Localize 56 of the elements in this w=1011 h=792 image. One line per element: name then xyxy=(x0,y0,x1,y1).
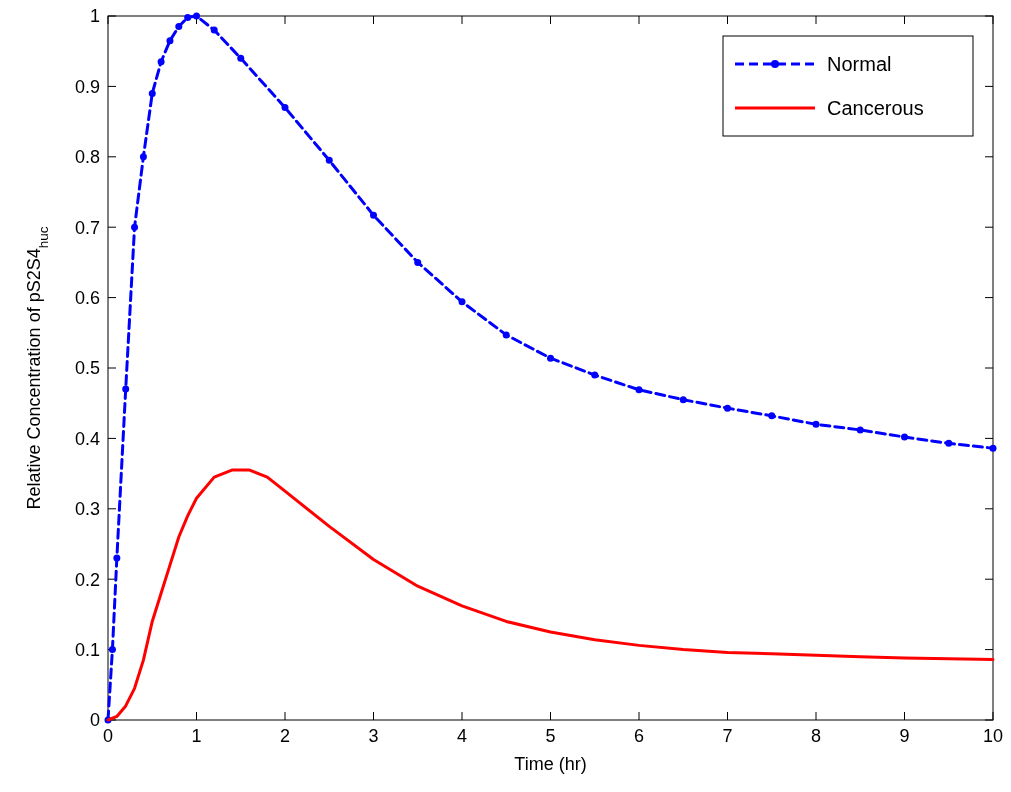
y-tick-label: 0.3 xyxy=(74,499,100,520)
point xyxy=(989,444,997,452)
point xyxy=(856,426,864,434)
x-tick-label: 5 xyxy=(545,726,556,746)
point xyxy=(237,54,245,62)
line-series xyxy=(106,468,995,722)
x-axis-title: Time (hr) xyxy=(514,754,587,774)
point xyxy=(184,13,192,21)
point xyxy=(768,412,776,420)
point xyxy=(414,258,422,266)
point xyxy=(210,26,218,34)
y-tick-label: 0.4 xyxy=(74,428,100,449)
y-tick-label: 1 xyxy=(89,6,100,27)
point xyxy=(157,58,165,66)
point xyxy=(901,433,908,441)
point xyxy=(635,386,643,394)
point xyxy=(175,23,183,31)
line-series xyxy=(104,12,997,724)
x-tick-label: 2 xyxy=(279,726,291,746)
point xyxy=(945,439,953,447)
x-tick-label: 0 xyxy=(102,726,114,746)
x-tick-label: 7 xyxy=(722,726,733,746)
y-tick-label: 0 xyxy=(89,710,100,731)
point xyxy=(122,385,130,393)
x-tick-label: 4 xyxy=(456,726,468,746)
point xyxy=(547,354,554,362)
point xyxy=(591,371,599,379)
point xyxy=(113,554,121,562)
point xyxy=(281,104,289,112)
x-tick-label: 1 xyxy=(191,726,202,746)
x-tick-label: 3 xyxy=(368,726,379,746)
point xyxy=(166,37,174,45)
x-tick-label: 10 xyxy=(982,726,1004,746)
y-tick-label: 0.7 xyxy=(74,217,100,238)
point xyxy=(148,89,156,97)
x-tick-label: 6 xyxy=(633,726,645,746)
point xyxy=(131,223,139,231)
point xyxy=(193,12,200,20)
point xyxy=(139,153,147,161)
y-tick-label: 0.6 xyxy=(74,287,100,308)
point xyxy=(679,396,687,404)
y-tick-label: 0.1 xyxy=(74,639,100,660)
x-tick-label: 9 xyxy=(899,726,910,746)
point xyxy=(724,404,731,412)
legend-label: Cancerous xyxy=(827,97,924,119)
x-tick-label: 8 xyxy=(810,726,822,746)
point xyxy=(370,211,377,219)
y-tick-label: 0.8 xyxy=(74,147,100,168)
y-tick-label: 0.9 xyxy=(74,76,100,97)
point xyxy=(812,420,820,428)
point xyxy=(502,331,510,339)
y-tick-label: 0.2 xyxy=(74,569,100,590)
y-tick-label: 0.5 xyxy=(74,358,100,379)
point xyxy=(325,156,333,164)
legend-label: Normal xyxy=(827,53,892,75)
point xyxy=(458,298,466,306)
